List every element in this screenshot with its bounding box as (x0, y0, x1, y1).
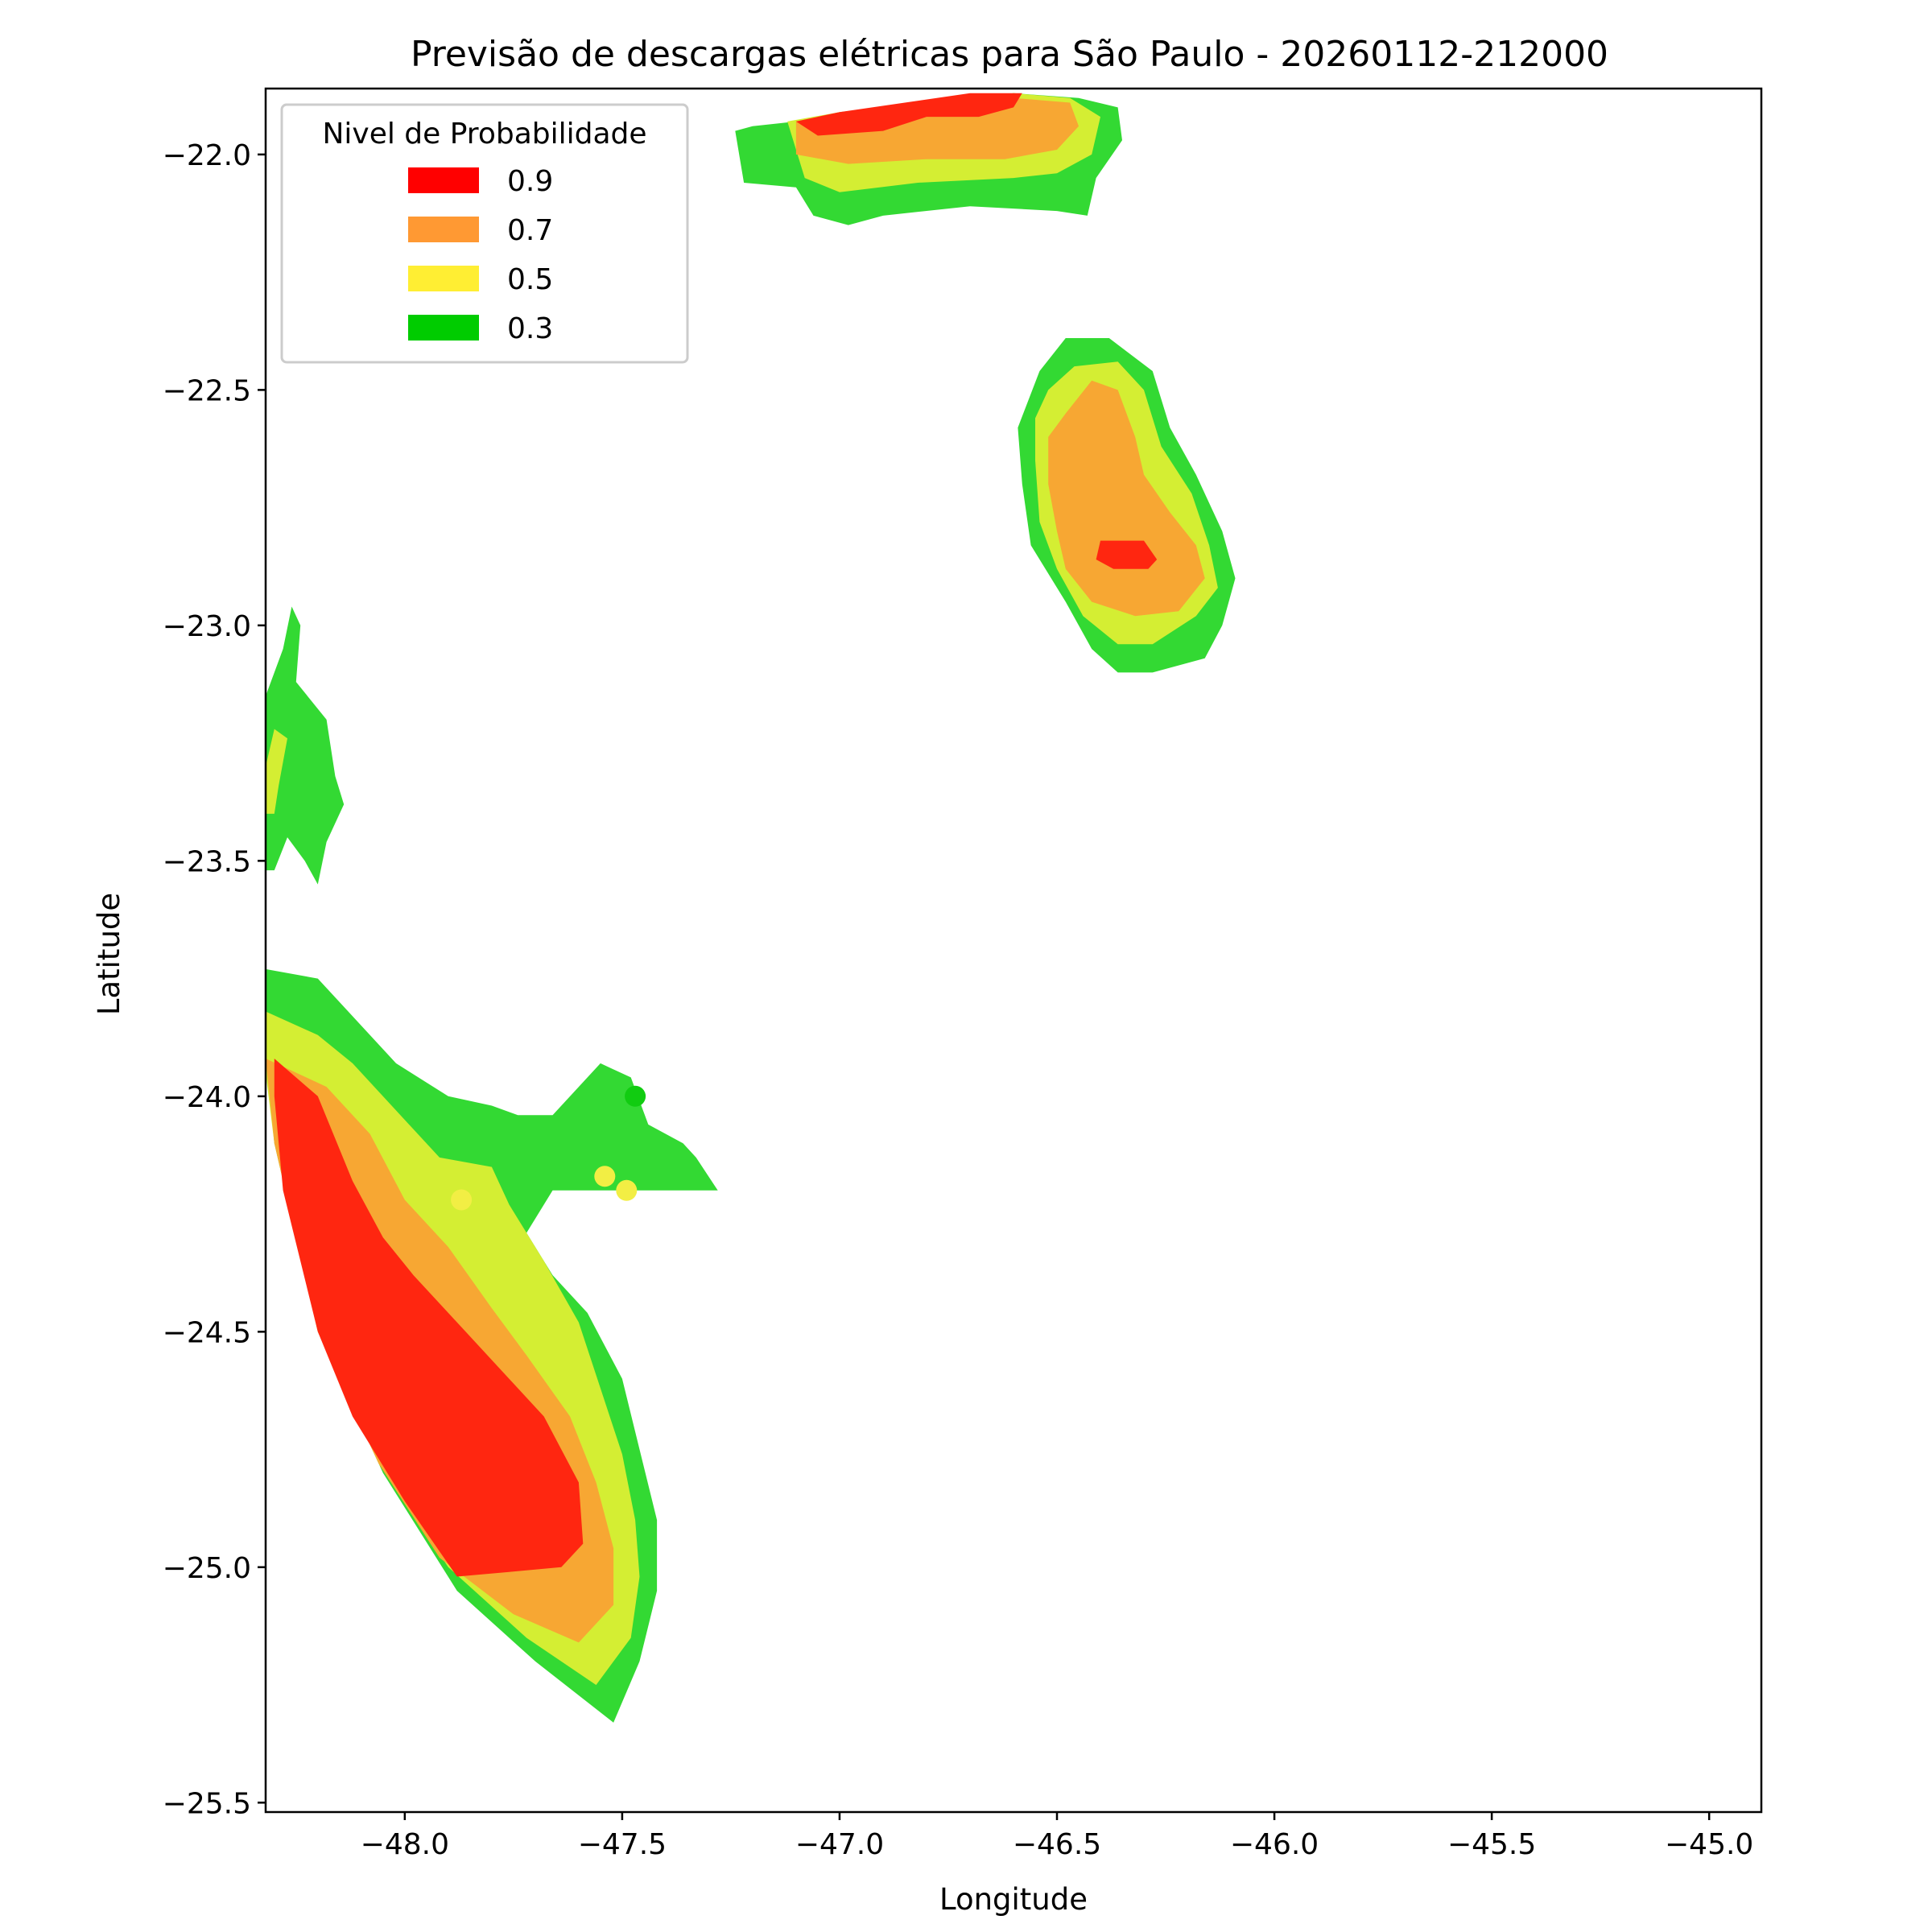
marker-point-3 (616, 1179, 638, 1201)
y-tick-label: −25.5 (163, 1787, 251, 1820)
x-tick-label: −46.5 (1013, 1828, 1101, 1861)
legend-swatch-0-5 (408, 266, 479, 291)
x-axis-title: Longitude (939, 1882, 1088, 1917)
region-center-level-0-9 (1096, 540, 1158, 569)
region-west-level-0-5 (266, 729, 287, 814)
marker-point-4 (625, 1085, 646, 1107)
x-tick-label: −45.5 (1447, 1828, 1536, 1861)
legend-label: 0.9 (507, 165, 553, 198)
legend-label: 0.7 (507, 214, 553, 247)
legend-title: Nivel de Probabilidade (322, 118, 646, 151)
legend-label: 0.5 (507, 263, 553, 296)
probability-markers (451, 1085, 646, 1211)
y-tick-label: −22.0 (163, 139, 251, 172)
legend-swatch-0-3 (408, 315, 479, 341)
region-center-level-0-7 (1048, 380, 1205, 617)
region-north-level-0-9 (795, 93, 1022, 136)
legend-swatch-0-7 (408, 217, 479, 242)
legend-box (280, 103, 689, 364)
region-south-level-0-9 (274, 1059, 584, 1577)
probability-regions (266, 93, 1236, 1723)
y-tick-label: −25.0 (163, 1552, 251, 1585)
x-tick-label: −47.5 (578, 1828, 667, 1861)
y-tick-label: −22.5 (163, 374, 251, 407)
legend: Nivel de Probabilidade 0.9 0.7 0.5 0.3 (280, 103, 689, 364)
legend-swatch-0-9 (408, 167, 479, 193)
legend-entries: 0.9 0.7 0.5 0.3 (408, 165, 553, 345)
x-tick-label: −47.0 (795, 1828, 884, 1861)
plot-frame (264, 87, 1763, 1814)
y-tick-label: −23.0 (163, 610, 251, 643)
x-tick-label: −46.0 (1230, 1828, 1319, 1861)
region-west-level-0-3 (266, 606, 345, 885)
x-tick-label: −48.0 (361, 1828, 449, 1861)
y-axis-title: Latitude (92, 893, 126, 1015)
x-axis-ticks: −48.0 −47.5 −47.0 −46.5 −46.0 −45.5 −45.0 (361, 1812, 1753, 1861)
y-axis-ticks: −22.0 −22.5 −23.0 −23.5 −24.0 −24.5 −25.0 −25.5 (163, 139, 266, 1820)
y-tick-label: −24.0 (163, 1081, 251, 1114)
y-tick-label: −23.5 (163, 845, 251, 878)
chart-title: Previsão de descargas elétricas para São… (411, 34, 1608, 75)
legend-label: 0.3 (507, 312, 553, 345)
y-tick-label: −24.5 (163, 1316, 251, 1349)
marker-point-2 (594, 1166, 616, 1187)
x-tick-label: −45.0 (1665, 1828, 1753, 1861)
marker-point-1 (451, 1189, 473, 1211)
